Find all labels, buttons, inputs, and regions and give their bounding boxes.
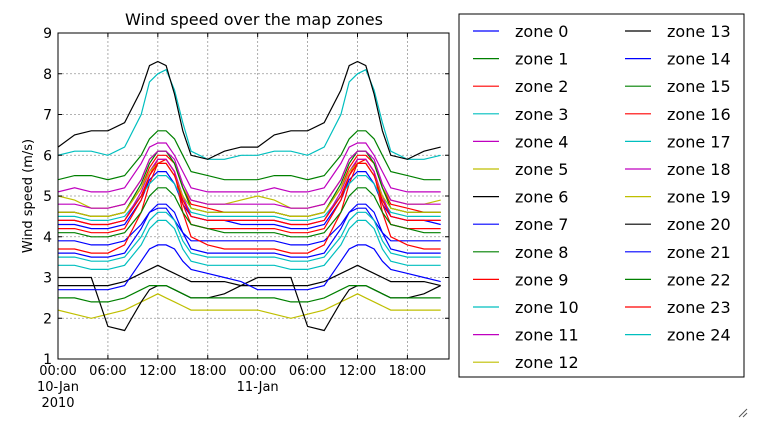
y-tick-label: 8 — [43, 67, 52, 83]
legend-label: zone 7 — [515, 215, 568, 234]
legend-label: zone 24 — [667, 326, 731, 345]
x-tick-label: 06:00 — [89, 364, 126, 379]
series-line — [58, 187, 441, 238]
y-tick-label: 9 — [43, 26, 52, 42]
legend-label: zone 11 — [515, 326, 579, 345]
legend-label: zone 8 — [515, 243, 568, 262]
series-line — [58, 285, 441, 303]
legend-label: zone 0 — [515, 22, 568, 41]
legend-label: zone 18 — [667, 160, 731, 179]
legend-label: zone 13 — [667, 22, 731, 41]
series-line — [58, 244, 441, 291]
x-tick-label: 18:00 — [389, 364, 426, 379]
x-tick-sublabel: 10-Jan — [37, 380, 79, 395]
legend-label: zone 12 — [515, 353, 579, 372]
chart-title: Wind speed over the map zones — [125, 10, 383, 29]
y-axis-label: Wind speed (m/s) — [21, 139, 36, 253]
series-line — [58, 150, 441, 209]
x-tick-label: 12:00 — [339, 364, 376, 379]
y-tick-label: 2 — [43, 311, 52, 327]
series-line — [58, 130, 441, 181]
series-line — [58, 203, 441, 258]
legend: zone 0 zone 1 zone 2 zone 3 zone 4 zone 5 zone… — [458, 13, 745, 378]
y-tick-label: 5 — [43, 189, 52, 205]
legend-label: zone 6 — [515, 188, 568, 207]
legend-label: zone 17 — [667, 132, 731, 151]
series-line — [58, 60, 441, 160]
x-tick-label: 18:00 — [189, 364, 226, 379]
legend-box — [458, 13, 745, 378]
legend-label: zone 4 — [515, 132, 568, 151]
series-lines — [58, 60, 441, 332]
x-tick-label: 00:00 — [239, 364, 276, 379]
series-line — [58, 211, 441, 262]
legend-label: zone 2 — [515, 77, 568, 96]
y-tick-label: 1 — [43, 352, 52, 368]
legend-label: zone 3 — [515, 105, 568, 124]
series-line — [58, 293, 441, 319]
legend-label: zone 1 — [515, 50, 568, 69]
legend-label: zone 23 — [667, 298, 731, 317]
legend-label: zone 22 — [667, 270, 731, 289]
x-tick-sublabel: 2010 — [41, 396, 74, 411]
y-tick-label: 7 — [43, 108, 52, 124]
legend-label: zone 16 — [667, 105, 731, 124]
legend-label: zone 5 — [515, 160, 568, 179]
legend-label: zone 20 — [667, 215, 731, 234]
series-line — [58, 162, 441, 226]
legend-label: zone 19 — [667, 188, 731, 207]
y-tick-label: 4 — [43, 230, 52, 246]
resize-grip-icon[interactable] — [738, 408, 748, 418]
legend-label: zone 14 — [667, 50, 731, 69]
x-tick-label: 00:00 — [39, 364, 76, 379]
x-tick-label: 12:00 — [139, 364, 176, 379]
series-line — [58, 264, 441, 287]
series-line — [58, 142, 441, 193]
y-tick-label: 3 — [43, 271, 52, 287]
series-line — [58, 68, 441, 160]
legend-label: zone 21 — [667, 243, 731, 262]
series-line — [58, 219, 441, 270]
x-tick-sublabel: 11-Jan — [237, 380, 279, 395]
legend-label: zone 10 — [515, 298, 579, 317]
y-tick-label: 6 — [43, 148, 52, 164]
legend-label: zone 9 — [515, 270, 568, 289]
legend-label: zone 15 — [667, 77, 731, 96]
x-tick-label: 06:00 — [289, 364, 326, 379]
